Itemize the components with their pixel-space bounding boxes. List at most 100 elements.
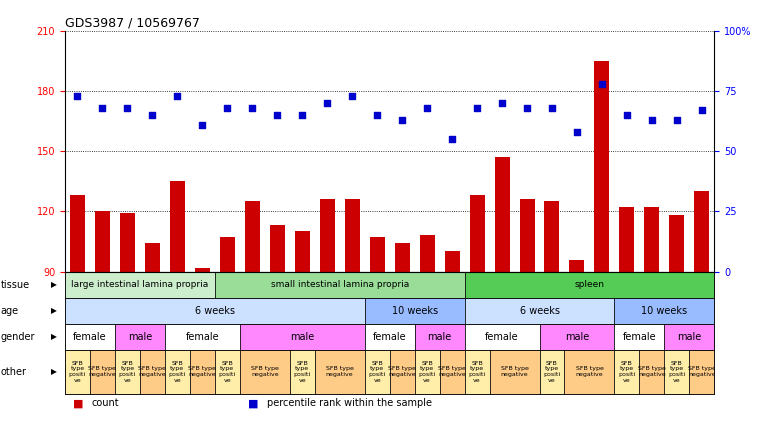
Bar	[120, 214, 135, 272]
Point	[546, 104, 558, 111]
Bar	[240, 350, 290, 394]
Text: large intestinal lamina propria: large intestinal lamina propria	[71, 280, 209, 289]
Bar	[620, 207, 634, 272]
Bar	[545, 202, 559, 272]
Text: SFB
type
positi
ve: SFB type positi ve	[119, 361, 136, 383]
Point	[696, 107, 708, 114]
Point	[321, 99, 333, 107]
Text: SFB
type
positi
ve: SFB type positi ve	[69, 361, 86, 383]
Bar	[295, 231, 309, 272]
Text: count: count	[92, 398, 119, 408]
Point	[421, 104, 433, 111]
Bar	[614, 324, 665, 350]
Text: SFB type
negative: SFB type negative	[575, 366, 604, 377]
Text: spleen: spleen	[575, 280, 604, 289]
Bar	[319, 199, 335, 272]
Bar	[390, 350, 415, 394]
Text: SFB
type
positi
ve: SFB type positi ve	[543, 361, 561, 383]
Bar	[539, 324, 614, 350]
Bar	[364, 297, 465, 324]
Point	[596, 80, 608, 87]
Bar	[539, 350, 565, 394]
Bar	[364, 350, 390, 394]
Bar	[665, 324, 714, 350]
Text: 6 weeks: 6 weeks	[520, 305, 559, 316]
Point	[296, 112, 309, 119]
Text: SFB
type
positi
ve: SFB type positi ve	[419, 361, 435, 383]
Point	[271, 112, 283, 119]
Point	[196, 121, 209, 128]
Point	[621, 112, 633, 119]
Bar	[290, 350, 315, 394]
Bar	[90, 350, 115, 394]
Text: other: other	[1, 367, 27, 377]
Bar	[315, 350, 364, 394]
Bar	[165, 324, 240, 350]
Bar	[465, 272, 714, 297]
Text: ■: ■	[248, 398, 259, 408]
Bar	[445, 251, 460, 272]
Text: gender: gender	[1, 332, 35, 341]
Text: SFB
type
positi
ve: SFB type positi ve	[219, 361, 236, 383]
Bar	[614, 350, 639, 394]
Point	[646, 116, 658, 123]
Bar	[644, 207, 659, 272]
Point	[146, 112, 158, 119]
Text: male: male	[677, 332, 701, 341]
Bar	[345, 199, 360, 272]
Bar	[465, 350, 490, 394]
Text: 10 weeks: 10 weeks	[641, 305, 688, 316]
Point	[571, 128, 583, 135]
Text: male: male	[428, 332, 452, 341]
Point	[71, 92, 83, 99]
Point	[521, 104, 533, 111]
Point	[446, 136, 458, 143]
Text: ▶: ▶	[50, 306, 57, 315]
Text: SFB type
negative: SFB type negative	[325, 366, 354, 377]
Bar	[439, 350, 465, 394]
Text: 6 weeks: 6 weeks	[195, 305, 235, 316]
Point	[396, 116, 408, 123]
Bar	[614, 297, 714, 324]
Point	[346, 92, 358, 99]
Text: SFB
type
positi
ve: SFB type positi ve	[468, 361, 486, 383]
Bar	[115, 350, 140, 394]
Bar	[145, 243, 160, 272]
Text: tissue: tissue	[1, 280, 30, 289]
Text: female: female	[485, 332, 519, 341]
Point	[222, 104, 234, 111]
Text: female: female	[186, 332, 219, 341]
Bar	[395, 243, 410, 272]
Text: SFB type
negative: SFB type negative	[638, 366, 666, 377]
Bar	[115, 324, 165, 350]
Bar	[220, 238, 235, 272]
Text: SFB
type
positi
ve: SFB type positi ve	[293, 361, 311, 383]
Bar	[65, 324, 115, 350]
Bar	[494, 157, 510, 272]
Text: age: age	[1, 305, 19, 316]
Text: small intestinal lamina propria: small intestinal lamina propria	[270, 280, 409, 289]
Bar	[65, 272, 215, 297]
Text: SFB
type
positi
ve: SFB type positi ve	[169, 361, 186, 383]
Text: female: female	[73, 332, 107, 341]
Text: ▶: ▶	[50, 280, 57, 289]
Bar	[569, 259, 584, 272]
Text: male: male	[565, 332, 589, 341]
Bar	[415, 324, 465, 350]
Text: SFB type
negative: SFB type negative	[89, 366, 116, 377]
Point	[471, 104, 483, 111]
Bar	[689, 350, 714, 394]
Text: SFB
type
positi
ve: SFB type positi ve	[668, 361, 685, 383]
Bar	[415, 350, 439, 394]
Bar	[465, 297, 614, 324]
Bar	[215, 350, 240, 394]
Bar	[240, 324, 364, 350]
Text: SFB type
negative: SFB type negative	[438, 366, 466, 377]
Text: female: female	[373, 332, 406, 341]
Bar	[140, 350, 165, 394]
Bar	[665, 350, 689, 394]
Text: male: male	[128, 332, 152, 341]
Bar	[189, 350, 215, 394]
Bar	[419, 235, 435, 272]
Bar	[565, 350, 614, 394]
